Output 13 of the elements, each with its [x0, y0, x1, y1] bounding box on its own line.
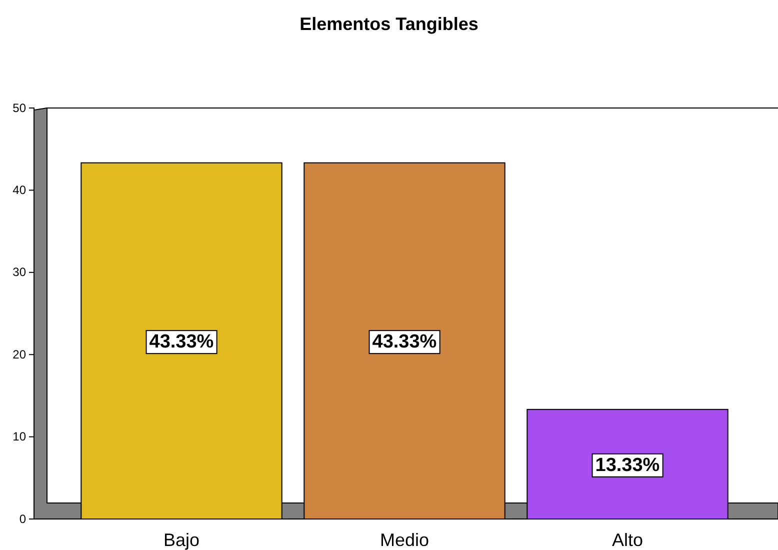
y-tick-label: 40 [12, 183, 26, 198]
y-tick-label: 50 [12, 100, 26, 115]
y-tick-label: 10 [12, 430, 26, 444]
data-label: 13.33% [595, 454, 660, 476]
chart-title: Elementos Tangibles [300, 14, 478, 34]
y-tick-label: 20 [12, 347, 26, 362]
x-tick-label: Medio [380, 530, 430, 550]
x-tick-label: Alto [612, 530, 644, 550]
y-tick-label: 0 [19, 512, 26, 526]
x-tick-label: Bajo [163, 530, 200, 550]
data-label: 43.33% [372, 332, 437, 353]
y-tick-label: 30 [12, 265, 26, 280]
data-label: 43.33% [149, 332, 214, 353]
